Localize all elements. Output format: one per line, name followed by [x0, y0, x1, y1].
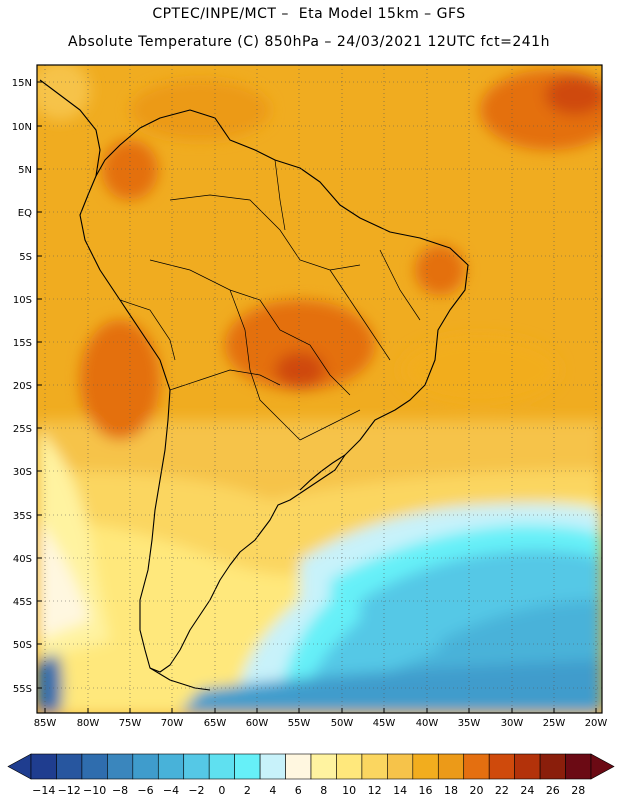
colorbar-swatch	[463, 753, 490, 780]
lat-label: 15N	[12, 78, 32, 89]
colorbar-label: −8	[112, 784, 128, 797]
lat-label: 25S	[13, 424, 32, 435]
colorbar-label: 4	[269, 784, 276, 797]
lon-label: 75W	[119, 718, 142, 729]
lon-label: 50W	[331, 718, 354, 729]
colorbar-swatch	[514, 753, 541, 780]
lat-label: 45S	[13, 597, 32, 608]
lat-label: EQ	[18, 208, 32, 219]
colorbar-swatch	[488, 753, 515, 780]
colorbar-swatch	[30, 753, 57, 780]
colorbar-labels: −14 −12 −10 −8 −6 −4 −2 0 2 4 6 8 10 12 14 16 18 20 22 24 26…	[32, 784, 585, 797]
colorbar-label: 0	[218, 784, 225, 797]
colorbar-label: 24	[520, 784, 534, 797]
colorbar-swatch	[132, 753, 159, 780]
map-border	[36, 64, 603, 714]
lon-label: 20W	[585, 718, 608, 729]
lat-label: 15S	[13, 338, 32, 349]
colorbar-label: −4	[163, 784, 179, 797]
colorbar-label: 26	[546, 784, 560, 797]
colorbar-label: 22	[495, 784, 509, 797]
colorbar-arrow-high	[590, 753, 615, 780]
lat-label: 5N	[18, 165, 32, 176]
colorbar-label: −14	[32, 784, 55, 797]
map-title-line1: CPTEC/INPE/MCT – Eta Model 15km – GFS	[152, 6, 466, 22]
lat-label: 40S	[13, 554, 32, 565]
colorbar-swatch	[285, 753, 312, 780]
colorbar-label: 16	[419, 784, 433, 797]
colorbar-swatch	[56, 753, 83, 780]
colorbar-swatch	[336, 753, 363, 780]
lat-label: 30S	[13, 467, 32, 478]
lon-label: 80W	[77, 718, 100, 729]
colorbar-swatch	[437, 753, 465, 780]
lat-label: 10S	[13, 295, 32, 306]
colorbar-label: 28	[571, 784, 585, 797]
colorbar-arrow-low	[7, 753, 32, 780]
colorbar-label: 14	[393, 784, 407, 797]
colorbar	[7, 753, 615, 780]
country-borders	[119, 159, 421, 441]
lon-label: 30W	[501, 718, 524, 729]
colorbar-swatch	[387, 753, 414, 780]
colorbar-label: 12	[368, 784, 382, 797]
colorbar-label: −6	[137, 784, 153, 797]
lon-label: 35W	[458, 718, 481, 729]
colorbar-swatch	[412, 753, 439, 780]
colorbar-swatch	[157, 753, 185, 780]
colorbar-swatch	[565, 753, 592, 780]
lon-label: 65W	[204, 718, 227, 729]
colorbar-swatch	[259, 753, 286, 780]
lat-label: 10N	[12, 122, 32, 133]
longitude-labels: 85W 80W 75W 70W 65W 60W 55W 50W 45W 40W 35W 30W 25W 2…	[34, 708, 608, 729]
colorbar-label: 20	[469, 784, 483, 797]
map-frame	[37, 65, 602, 713]
colorbar-swatch	[183, 753, 210, 780]
lat-label: 55S	[13, 684, 32, 695]
colorbar-swatch	[310, 753, 337, 780]
colorbar-swatch	[107, 753, 134, 780]
lat-label: 35S	[13, 511, 32, 522]
colorbar-swatch	[539, 753, 566, 780]
colorbar-swatch	[81, 753, 108, 780]
colorbar-label: −12	[58, 784, 81, 797]
temperature-field-gradient	[37, 65, 602, 713]
colorbar-label: 8	[320, 784, 327, 797]
lon-label: 85W	[34, 718, 57, 729]
lat-label: 50S	[13, 640, 32, 651]
lon-label: 40W	[416, 718, 439, 729]
colorbar-label: −10	[83, 784, 106, 797]
colorbar-label: 18	[444, 784, 458, 797]
colorbar-swatch	[361, 753, 388, 780]
lat-label: 20S	[13, 381, 32, 392]
colorbar-label: −2	[188, 784, 204, 797]
colorbar-label: 6	[295, 784, 302, 797]
lon-label: 25W	[543, 718, 566, 729]
colorbar-label: 2	[244, 784, 251, 797]
map-title-line2: Absolute Temperature (C) 850hPa – 24/03/…	[68, 34, 550, 50]
latitude-labels: 15N 10N 5N EQ 5S 10S 15S 20S 25S 30S 35S 40S 45S 50S 5…	[12, 78, 42, 695]
lat-label: 5S	[19, 252, 32, 263]
lon-label: 45W	[373, 718, 396, 729]
lon-label: 60W	[246, 718, 269, 729]
lon-label: 70W	[161, 718, 184, 729]
colorbar-swatch	[234, 753, 261, 780]
lon-label: 55W	[288, 718, 311, 729]
colorbar-label: 10	[342, 784, 356, 797]
colorbar-swatch	[208, 753, 235, 780]
lat-lon-grid	[37, 65, 602, 713]
